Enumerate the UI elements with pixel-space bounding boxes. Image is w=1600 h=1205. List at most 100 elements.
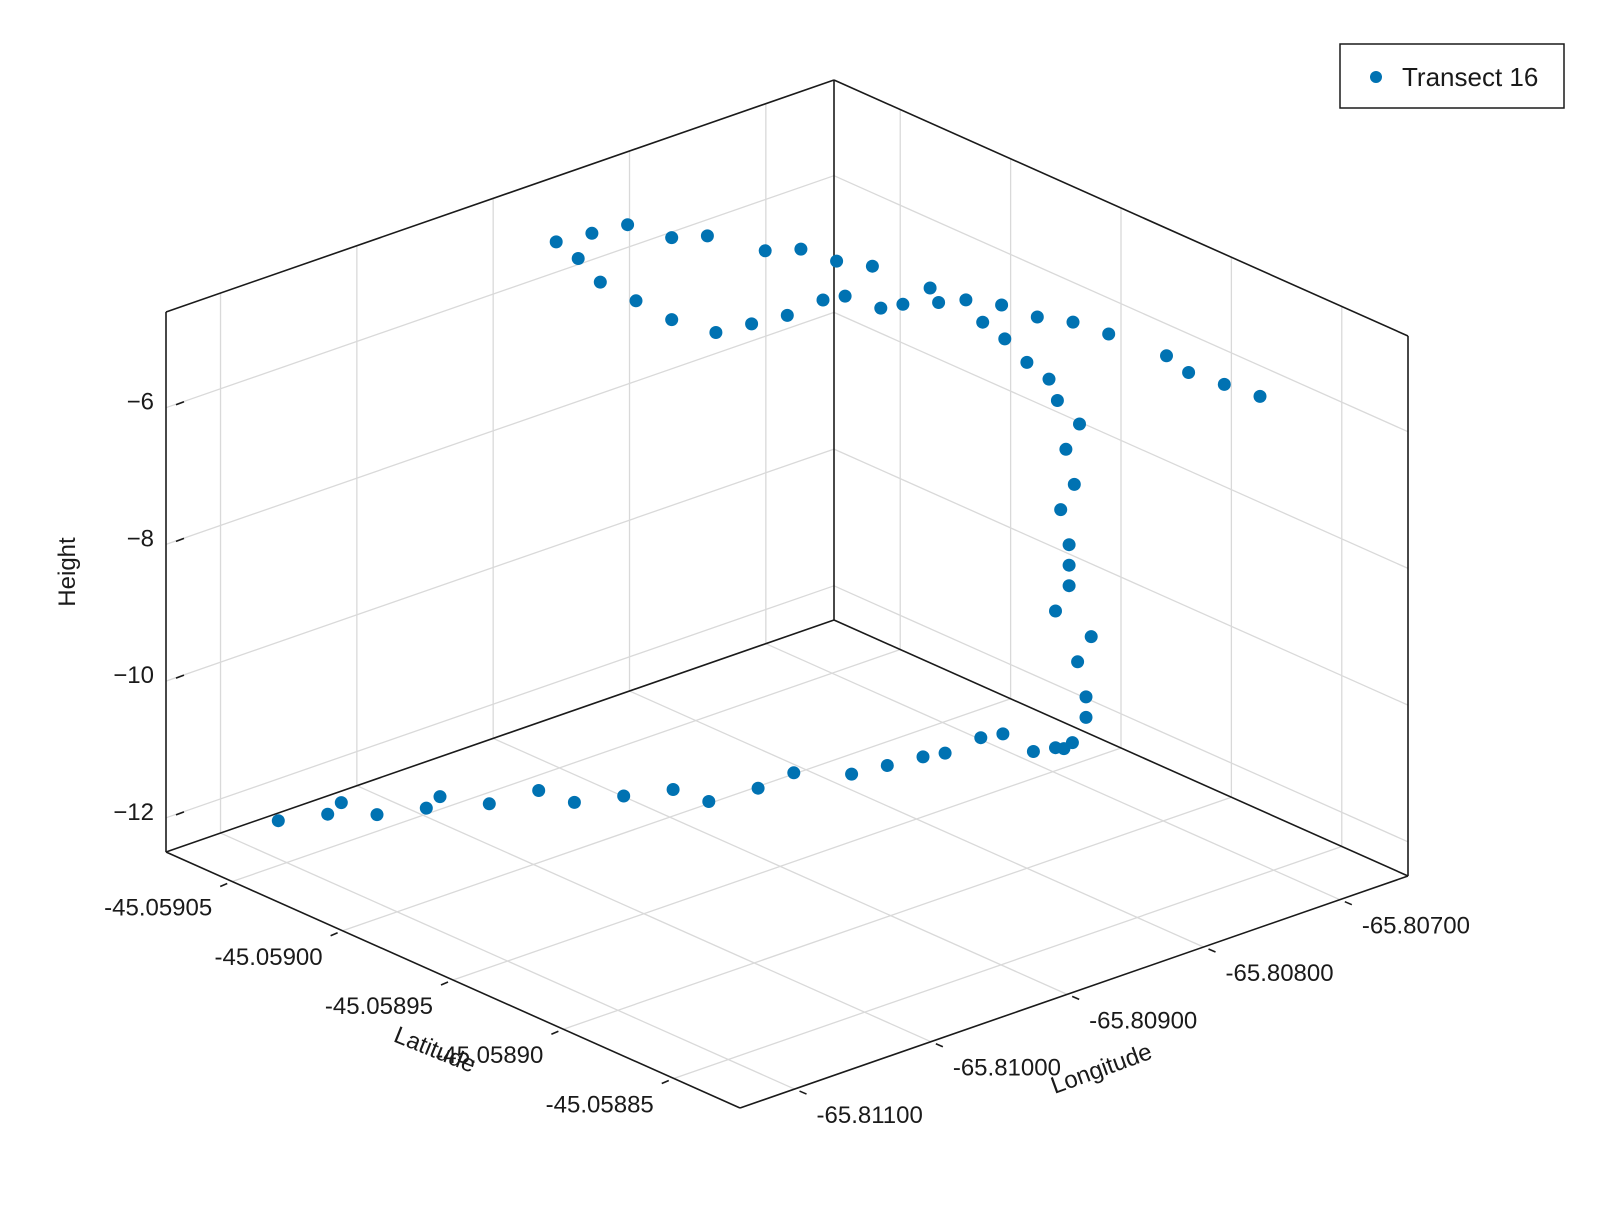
axis-frame-edge — [833, 619, 1409, 877]
data-point — [482, 797, 496, 811]
data-point — [1062, 579, 1076, 593]
y-tick — [1344, 900, 1353, 906]
data-point — [700, 229, 714, 243]
gridline-y — [492, 737, 1068, 995]
data-point — [702, 795, 716, 808]
gridline-x — [342, 698, 1011, 932]
data-point — [1067, 477, 1081, 491]
data-point — [665, 231, 679, 245]
data-point — [1020, 355, 1034, 369]
gridline-z — [165, 585, 835, 819]
gridline-z — [833, 585, 1409, 843]
gridline-z — [165, 448, 835, 682]
data-point — [1079, 710, 1093, 724]
z-tick — [175, 537, 185, 543]
tick-marks — [175, 400, 1353, 1095]
data-point — [571, 252, 585, 265]
data-point — [787, 766, 801, 780]
y-tick-label: -65.80900 — [1089, 1007, 1197, 1034]
data-point — [880, 759, 894, 772]
data-point — [1079, 690, 1093, 704]
z-tick-label: −8 — [127, 525, 154, 552]
data-point — [1030, 310, 1044, 324]
data-point — [334, 796, 348, 810]
data-point — [976, 315, 990, 329]
data-point — [745, 317, 759, 331]
axis-frame-edge — [165, 79, 835, 313]
data-point — [959, 293, 973, 307]
data-point — [1084, 630, 1098, 644]
y-tick-label: -65.81000 — [953, 1055, 1061, 1082]
axis-panes — [166, 80, 1408, 1108]
data-point — [916, 750, 930, 764]
x-tick-label: -45.05895 — [325, 993, 433, 1020]
data-point — [1049, 604, 1062, 618]
data-point — [1062, 558, 1076, 572]
data-point — [370, 808, 384, 822]
data-point — [780, 308, 794, 322]
data-point — [932, 296, 946, 309]
x-tick — [219, 882, 228, 888]
y-tick-label: -65.80800 — [1226, 960, 1334, 987]
data-point — [974, 731, 988, 745]
gridline-y — [629, 690, 1204, 948]
legend: Transect 16 — [1339, 43, 1565, 109]
gridline-z — [165, 311, 835, 546]
data-point — [830, 254, 844, 268]
data-point — [794, 242, 808, 256]
axis-frame-edge — [165, 619, 835, 853]
data-point — [751, 781, 765, 795]
data-point — [532, 784, 546, 797]
x-tick — [440, 981, 449, 986]
gridline-x — [232, 648, 901, 883]
gridlines — [165, 103, 1409, 1090]
data-point — [271, 814, 285, 828]
gridline-y — [356, 785, 932, 1043]
data-point — [617, 789, 631, 803]
gridline-z — [165, 175, 835, 409]
axis-frame-edge — [833, 79, 1409, 337]
data-point — [1071, 655, 1085, 669]
axis-frame-edge — [165, 851, 741, 1109]
gridline-z — [833, 448, 1409, 706]
data-point — [1217, 377, 1231, 391]
data-points — [271, 218, 1267, 828]
data-point — [758, 244, 772, 258]
data-point — [1066, 315, 1080, 329]
data-point — [838, 289, 852, 303]
data-point — [896, 297, 910, 311]
z-tick — [175, 811, 185, 816]
data-point — [1054, 503, 1068, 517]
data-point — [629, 294, 643, 308]
y-axis-title: Longitude — [1047, 1038, 1155, 1099]
y-tick — [799, 1090, 807, 1095]
data-point — [865, 259, 879, 273]
x-axis-title: Latitude — [390, 1022, 479, 1079]
data-point — [621, 218, 635, 232]
x-tick-label: -45.05905 — [104, 895, 212, 922]
z-axis-title: Height — [54, 537, 81, 607]
data-point — [1065, 736, 1079, 750]
gridline-y — [220, 832, 795, 1090]
y-tick — [935, 1042, 944, 1048]
y-tick-label: -65.81100 — [817, 1102, 923, 1129]
data-point — [419, 801, 433, 815]
data-point — [665, 313, 679, 327]
gridline-x — [673, 845, 1342, 1080]
y-tick — [1208, 948, 1216, 953]
data-point — [923, 281, 937, 295]
x-tick — [661, 1079, 670, 1085]
legend-marker — [1370, 71, 1382, 83]
data-point — [585, 226, 599, 240]
x-tick — [551, 1030, 559, 1035]
data-point — [1059, 442, 1073, 456]
data-point — [549, 235, 563, 249]
data-point — [996, 727, 1010, 741]
x-tick — [330, 932, 338, 937]
data-point — [666, 783, 680, 796]
z-tick-label: −12 — [113, 799, 154, 826]
data-point — [995, 298, 1009, 312]
data-point — [1253, 389, 1267, 403]
x-tick-label: -45.05890 — [435, 1042, 543, 1069]
